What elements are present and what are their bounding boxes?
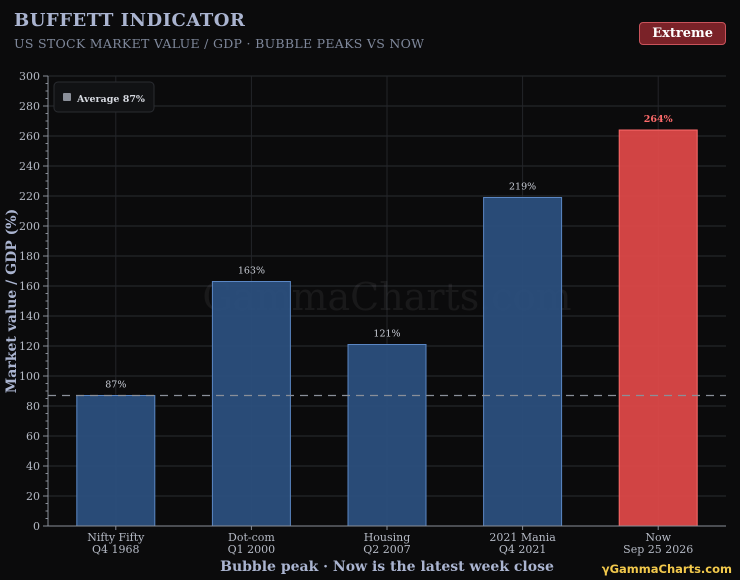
bar-value-label: 219% [509, 182, 536, 193]
y-tick-label: 60 [26, 430, 40, 443]
x-tick-label: Q4 1968 [92, 543, 140, 556]
bar-value-label: 163% [238, 266, 265, 277]
y-axis-label: Market value / GDP (%) [4, 209, 20, 393]
x-tick-label: Housing [364, 531, 411, 544]
y-tick-label: 140 [19, 310, 40, 323]
x-tick-label: Dot-com [228, 531, 275, 544]
chart-subtitle: US STOCK MARKET VALUE / GDP · BUBBLE PEA… [14, 36, 425, 51]
brand-logo: γGammaCharts.com [601, 562, 732, 576]
x-tick-label: Q4 2021 [499, 543, 547, 556]
bar-value-label: 87% [105, 380, 126, 391]
y-tick-label: 100 [19, 370, 40, 383]
y-tick-label: 160 [19, 280, 40, 293]
bar-value-label: 121% [373, 329, 400, 340]
bars: 87% 163% 121% 219% 264% [76, 114, 698, 527]
x-tick-label: Nifty Fifty [87, 531, 145, 544]
legend-label: Average 87% [76, 94, 145, 105]
bar [76, 395, 156, 527]
y-tick-label: 220 [19, 190, 40, 203]
x-tick-label: Q1 2000 [228, 543, 276, 556]
y-axis: 0 20 40 60 80 100 120 140 160 180 200 220 240 260 280 3… [19, 70, 49, 533]
x-axis-label: Bubble peak · Now is the latest week clo… [220, 559, 554, 575]
logo-mark-icon: γ [601, 562, 610, 576]
y-tick-label: 180 [19, 250, 40, 263]
legend-box [53, 81, 155, 113]
bar [618, 129, 698, 527]
y-tick-label: 260 [19, 130, 40, 143]
x-tick-label: Q2 2007 [363, 543, 411, 556]
legend-swatch [63, 93, 71, 101]
x-tick-label: Sep 25 2026 [623, 543, 693, 556]
bar-value-label: 264% [644, 114, 673, 125]
status-badge: Extreme [639, 22, 726, 45]
chart-title: BUFFETT INDICATOR [14, 10, 246, 31]
x-tick-label: Now [645, 531, 671, 544]
y-tick-label: 20 [26, 490, 40, 503]
y-tick-label: 40 [26, 460, 40, 473]
x-tick-label: 2021 Mania [489, 531, 556, 544]
y-tick-label: 300 [19, 70, 40, 83]
bar [211, 281, 291, 527]
bar [347, 344, 427, 527]
y-tick-label: 200 [19, 220, 40, 233]
y-tick-label: 120 [19, 340, 40, 353]
y-tick-label: 0 [33, 520, 40, 533]
legend: Average 87% [53, 81, 155, 113]
y-tick-label: 280 [19, 100, 40, 113]
y-tick-label: 240 [19, 160, 40, 173]
y-tick-label: 80 [26, 400, 40, 413]
bar [483, 197, 563, 527]
